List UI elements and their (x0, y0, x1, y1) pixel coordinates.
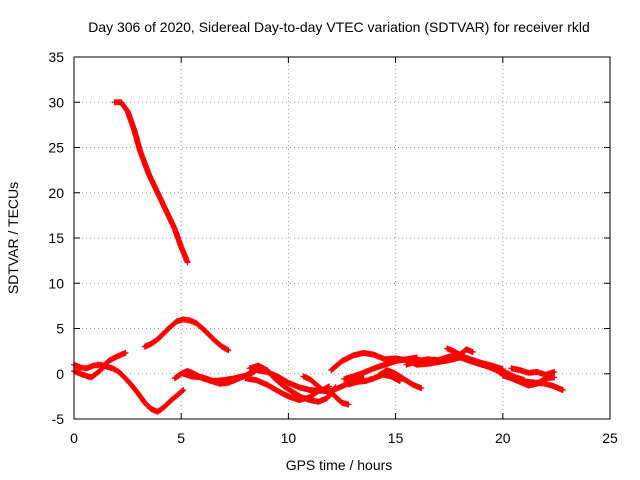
x-tick-label: 20 (495, 430, 511, 446)
x-tick-label: 25 (602, 430, 618, 446)
plot-frame (73, 56, 611, 420)
series-arc-1 (111, 99, 191, 266)
y-tick-label: 0 (56, 366, 64, 382)
y-tick-label: 5 (56, 321, 64, 337)
series-arc-15 (444, 345, 476, 358)
y-tick-label: -5 (52, 411, 65, 427)
series-markers (71, 361, 187, 415)
y-tick-label: 30 (48, 94, 64, 110)
series-markers (300, 373, 333, 393)
y-axis-label: SDTVAR / TECUs (5, 182, 21, 294)
series-arc-9 (300, 373, 333, 393)
x-tick-label: 10 (281, 430, 297, 446)
series-arc-8 (242, 375, 352, 408)
y-tick-label: 20 (48, 185, 64, 201)
axis-ticks: 0 5 10 15 20 25 -5 0 5 10 15 20 25 30 35 (48, 49, 618, 446)
x-tick-label: 0 (70, 430, 78, 446)
series-markers (375, 367, 425, 392)
x-tick-label: 5 (177, 430, 185, 446)
series-markers (111, 99, 191, 266)
series-markers (508, 365, 558, 378)
series-arc-3 (71, 361, 187, 415)
x-axis-label: GPS time / hours (286, 457, 393, 473)
series-arc-17 (508, 365, 558, 378)
y-tick-label: 35 (48, 49, 64, 65)
series-arc-11 (341, 354, 420, 383)
series-markers (341, 354, 420, 383)
grid (74, 57, 610, 419)
y-tick-label: 10 (48, 275, 64, 291)
y-tick-label: 25 (48, 140, 64, 156)
x-tick-label: 15 (388, 430, 404, 446)
data-series (71, 99, 566, 415)
chart-title: Day 306 of 2020, Sidereal Day-to-day VTE… (88, 19, 590, 35)
series-arc-13 (375, 367, 425, 392)
series-markers (444, 345, 476, 358)
series-markers (242, 375, 352, 408)
y-tick-label: 15 (48, 230, 64, 246)
series-markers (499, 372, 558, 389)
series-markers (141, 316, 232, 354)
series-arc-18 (499, 372, 558, 389)
series-arc-2 (141, 316, 232, 354)
